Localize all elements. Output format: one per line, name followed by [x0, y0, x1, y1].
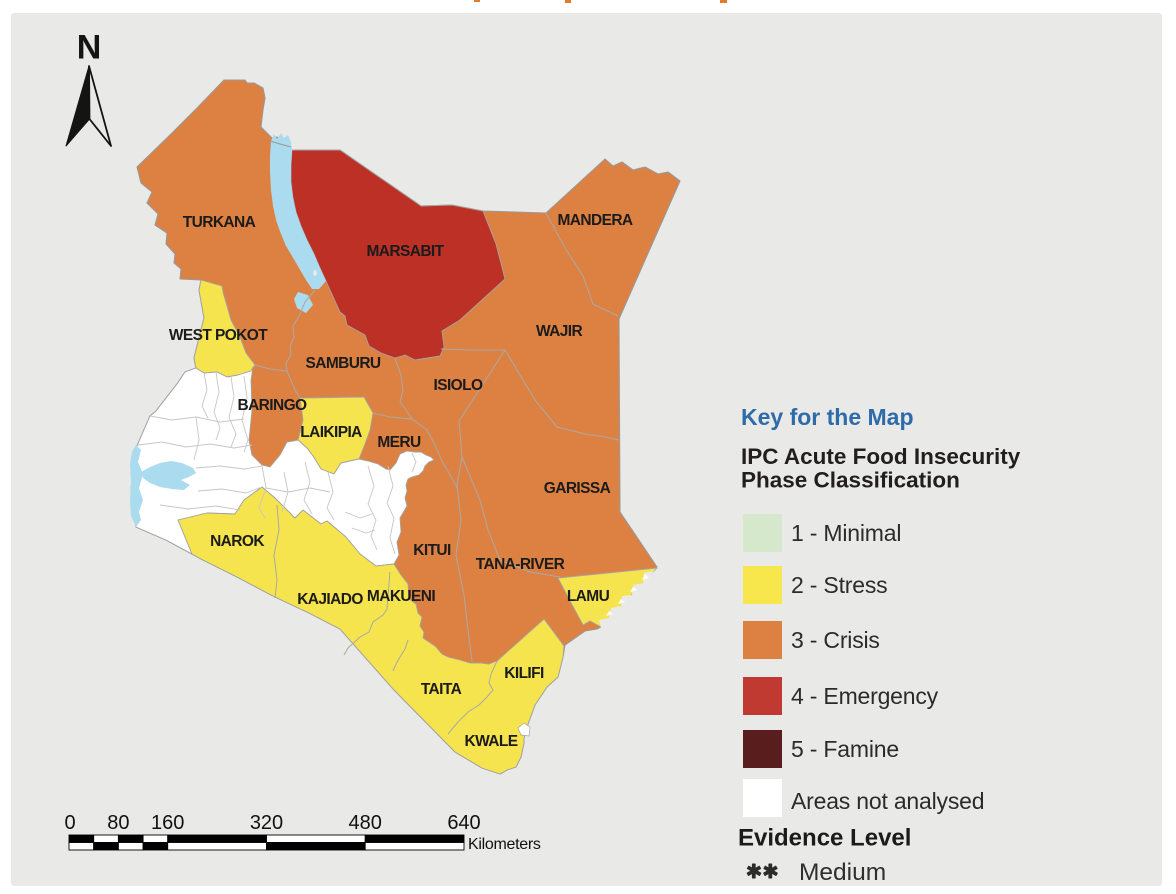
- svg-text:3 - Crisis: 3 - Crisis: [791, 627, 880, 653]
- svg-text:TAITA: TAITA: [421, 681, 462, 698]
- svg-text:Evidence Level: Evidence Level: [738, 825, 911, 852]
- svg-text:SAMBURU: SAMBURU: [305, 355, 380, 372]
- svg-text:WAJIR: WAJIR: [536, 323, 582, 340]
- svg-text:Medium: Medium: [799, 859, 886, 886]
- svg-text:BARINGO: BARINGO: [238, 397, 308, 414]
- svg-text:4 - Emergency: 4 - Emergency: [791, 683, 939, 709]
- svg-text:TURKANA: TURKANA: [183, 214, 256, 231]
- svg-text:MANDERA: MANDERA: [557, 212, 632, 229]
- svg-text:KWALE: KWALE: [465, 733, 518, 750]
- svg-text:NAROK: NAROK: [210, 533, 265, 550]
- svg-text:KITUI: KITUI: [413, 542, 451, 559]
- svg-text:TANA-RIVER: TANA-RIVER: [476, 556, 565, 573]
- svg-text:MARSABIT: MARSABIT: [367, 243, 445, 260]
- svg-text:160: 160: [151, 812, 184, 834]
- svg-text:MAKUENI: MAKUENI: [367, 588, 435, 605]
- svg-text:Kilometers: Kilometers: [468, 836, 541, 853]
- svg-text:Phase Classification: Phase Classification: [741, 468, 960, 493]
- svg-text:480: 480: [349, 812, 382, 834]
- svg-text:Key for the Map: Key for the Map: [741, 404, 914, 430]
- svg-text:LAMU: LAMU: [567, 588, 610, 605]
- svg-text:IPC Acute Food Insecurity: IPC Acute Food Insecurity: [741, 444, 1021, 469]
- svg-text:MERU: MERU: [377, 434, 421, 451]
- svg-text:Areas not analysed: Areas not analysed: [791, 788, 984, 814]
- svg-text:2 - Stress: 2 - Stress: [791, 572, 887, 598]
- svg-text:GARISSA: GARISSA: [544, 480, 611, 497]
- svg-text:N: N: [77, 29, 102, 67]
- svg-text:640: 640: [447, 812, 480, 834]
- svg-text:1 - Minimal: 1 - Minimal: [791, 520, 901, 546]
- svg-text:WEST POKOT: WEST POKOT: [169, 327, 268, 344]
- svg-text:80: 80: [107, 812, 129, 834]
- svg-text:LAIKIPIA: LAIKIPIA: [300, 424, 362, 441]
- svg-text:320: 320: [250, 812, 283, 834]
- svg-text:KILIFI: KILIFI: [504, 665, 544, 682]
- svg-text:0: 0: [64, 812, 75, 834]
- svg-text:5 - Famine: 5 - Famine: [791, 736, 899, 762]
- svg-text:KAJIADO: KAJIADO: [297, 591, 363, 608]
- svg-text:ISIOLO: ISIOLO: [434, 377, 483, 394]
